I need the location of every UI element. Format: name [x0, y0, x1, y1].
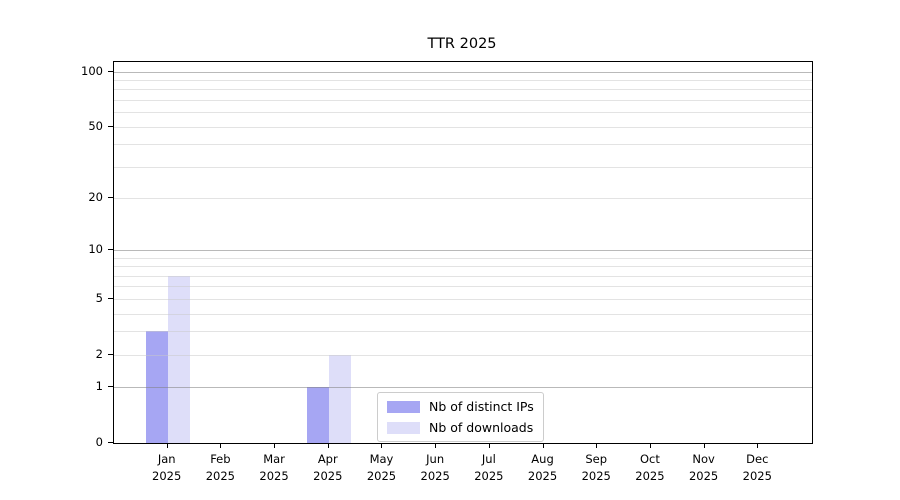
x-tick-mark [274, 444, 276, 448]
y-tick-mark [108, 297, 113, 299]
x-tick-mark [327, 444, 329, 448]
y-tick-label: 20 [88, 190, 103, 205]
legend-item-downloads: Nb of downloads [387, 420, 534, 435]
legend-label-downloads: Nb of downloads [429, 420, 534, 435]
gridline-minor [114, 89, 812, 91]
gridline-minor [114, 275, 812, 277]
bar-nb-of-downloads-jan [167, 275, 190, 443]
y-tick-mark [108, 386, 113, 388]
legend-label-distinct-ips: Nb of distinct IPs [429, 399, 534, 414]
x-tick-mark [435, 444, 437, 448]
gridline-minor [114, 80, 812, 82]
x-tick-label: Oct 2025 [635, 452, 665, 483]
gridline-minor [114, 266, 812, 268]
gridline-minor [114, 313, 812, 315]
gridline-minor [114, 100, 812, 102]
y-tick-mark [108, 249, 113, 251]
x-tick-mark [381, 444, 383, 448]
y-tick-mark [108, 442, 113, 443]
y-tick-label: 5 [95, 290, 103, 305]
gridline-minor [114, 298, 812, 300]
x-tick-mark [166, 444, 168, 448]
x-tick-label: Jan 2025 [152, 452, 182, 483]
legend-swatch-distinct-ips-icon [387, 400, 420, 413]
x-tick-mark [488, 444, 490, 448]
gridline-minor [114, 354, 812, 356]
gridline-minor [114, 198, 812, 200]
y-tick-mark [108, 125, 113, 127]
gridline-minor [114, 144, 812, 146]
x-tick-mark [220, 444, 222, 448]
legend-swatch-downloads-icon [387, 421, 420, 434]
gridline-minor [114, 331, 812, 333]
x-tick-label: Aug 2025 [527, 452, 558, 483]
gridline-minor [114, 112, 812, 114]
x-tick-label: Jun 2025 [420, 452, 450, 483]
y-tick-mark [108, 70, 113, 72]
gridline-minor [114, 286, 812, 288]
y-tick-mark [108, 353, 113, 355]
x-tick-label: Feb 2025 [205, 452, 236, 483]
x-tick-label: Jul 2025 [474, 452, 504, 483]
y-tick-mark [108, 197, 113, 199]
x-tick-label: May 2025 [366, 452, 397, 483]
gridline-minor [114, 257, 812, 259]
y-tick-label: 10 [88, 242, 103, 257]
bar-nb-of-distinct-ips-apr [306, 387, 329, 443]
x-tick-label: Nov 2025 [688, 452, 719, 483]
legend-item-distinct-ips: Nb of distinct IPs [387, 399, 534, 414]
y-tick-label: 0 [95, 435, 103, 449]
x-tick-mark [649, 444, 651, 448]
x-tick-mark [542, 444, 544, 448]
chart-title: TTR 2025 [427, 36, 497, 52]
y-tick-label: 2 [95, 346, 103, 361]
gridline-major [114, 250, 812, 252]
plot-area [113, 61, 813, 444]
gridline-major [114, 387, 812, 389]
gridline-minor [114, 166, 812, 168]
x-tick-mark [757, 444, 759, 448]
y-tick-label: 50 [88, 118, 103, 133]
y-tick-label: 100 [81, 63, 103, 78]
x-tick-label: Sep 2025 [581, 452, 611, 483]
x-tick-label: Dec 2025 [742, 452, 772, 483]
x-tick-mark [596, 444, 598, 448]
x-tick-mark [703, 444, 705, 448]
legend: Nb of distinct IPs Nb of downloads [377, 392, 544, 442]
gridline-major [114, 71, 812, 73]
y-tick-label: 1 [95, 379, 103, 394]
gridline-minor [114, 126, 812, 128]
x-tick-label: Apr 2025 [313, 452, 343, 483]
x-tick-label: Mar 2025 [259, 452, 289, 483]
bar-nb-of-downloads-apr [328, 354, 351, 443]
